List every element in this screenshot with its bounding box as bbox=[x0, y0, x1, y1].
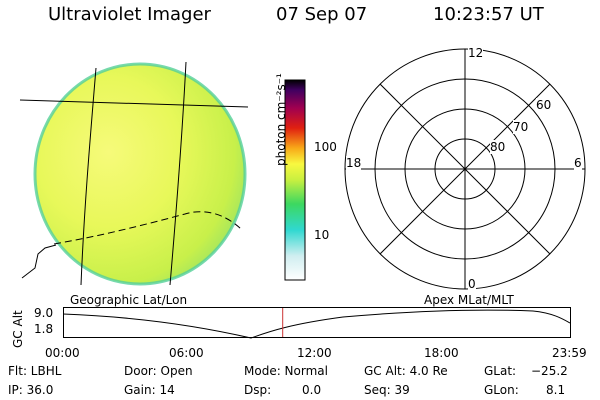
polar-caption: Apex MLat/MLT bbox=[424, 293, 514, 307]
observation-date: 07 Sep 07 bbox=[276, 4, 368, 25]
time-tick-18: 18:00 bbox=[424, 346, 459, 360]
glon-label: GLon: bbox=[484, 383, 519, 397]
altitude-plot-frame bbox=[63, 307, 571, 338]
mlt-label-12: 12 bbox=[468, 46, 484, 60]
gc-alt-info: GC Alt: 4.0 Re bbox=[364, 364, 448, 378]
door-info: Door: Open bbox=[124, 364, 193, 378]
geographic-grid bbox=[19, 61, 249, 286]
lat-label-70: 70 bbox=[513, 120, 529, 134]
colorbar-tick-100: 100 bbox=[314, 140, 337, 154]
colorbar-unit-label: photon cm⁻²s⁻¹ bbox=[274, 73, 288, 166]
image-caption: Geographic Lat/Lon bbox=[70, 293, 188, 307]
glat-value: −25.2 bbox=[531, 364, 568, 378]
mlt-label-6: 6 bbox=[574, 156, 582, 170]
dsp-label: Dsp: bbox=[244, 383, 272, 397]
dsp-value: 0.0 bbox=[302, 383, 322, 397]
altitude-tick-high: 9.0 bbox=[34, 306, 54, 320]
colorbar-tick-10: 10 bbox=[314, 228, 330, 242]
flt-info: Flt: LBHL bbox=[8, 364, 62, 378]
colorbar bbox=[284, 79, 306, 281]
altitude-plot bbox=[63, 307, 571, 339]
polar-plot bbox=[344, 48, 586, 290]
glon-value: 8.1 bbox=[546, 383, 566, 397]
gain-info: Gain: 14 bbox=[124, 383, 175, 397]
altitude-curve bbox=[63, 309, 571, 339]
altitude-tick-low: 1.8 bbox=[34, 322, 54, 336]
glat-label: GLat: bbox=[484, 364, 517, 378]
lat-label-80: 80 bbox=[490, 140, 506, 154]
uv-image-disk bbox=[35, 64, 245, 284]
time-tick-06: 06:00 bbox=[169, 346, 204, 360]
ip-info: IP: 36.0 bbox=[8, 383, 54, 397]
altitude-axis-label: GC Alt bbox=[11, 310, 25, 348]
mlt-label-18: 18 bbox=[346, 156, 362, 170]
uv-image-panel bbox=[19, 61, 249, 286]
mode-info: Mode: Normal bbox=[244, 364, 328, 378]
time-tick-2359: 23:59 bbox=[552, 346, 587, 360]
time-tick-00: 00:00 bbox=[45, 346, 80, 360]
time-tick-12: 12:00 bbox=[297, 346, 332, 360]
observation-time: 10:23:57 UT bbox=[433, 4, 544, 25]
seq-info: Seq: 39 bbox=[364, 383, 410, 397]
mlt-label-0: 0 bbox=[468, 277, 476, 291]
colorbar-gradient bbox=[284, 79, 306, 281]
instrument-title: Ultraviolet Imager bbox=[48, 4, 211, 25]
lat-label-60: 60 bbox=[536, 98, 552, 112]
